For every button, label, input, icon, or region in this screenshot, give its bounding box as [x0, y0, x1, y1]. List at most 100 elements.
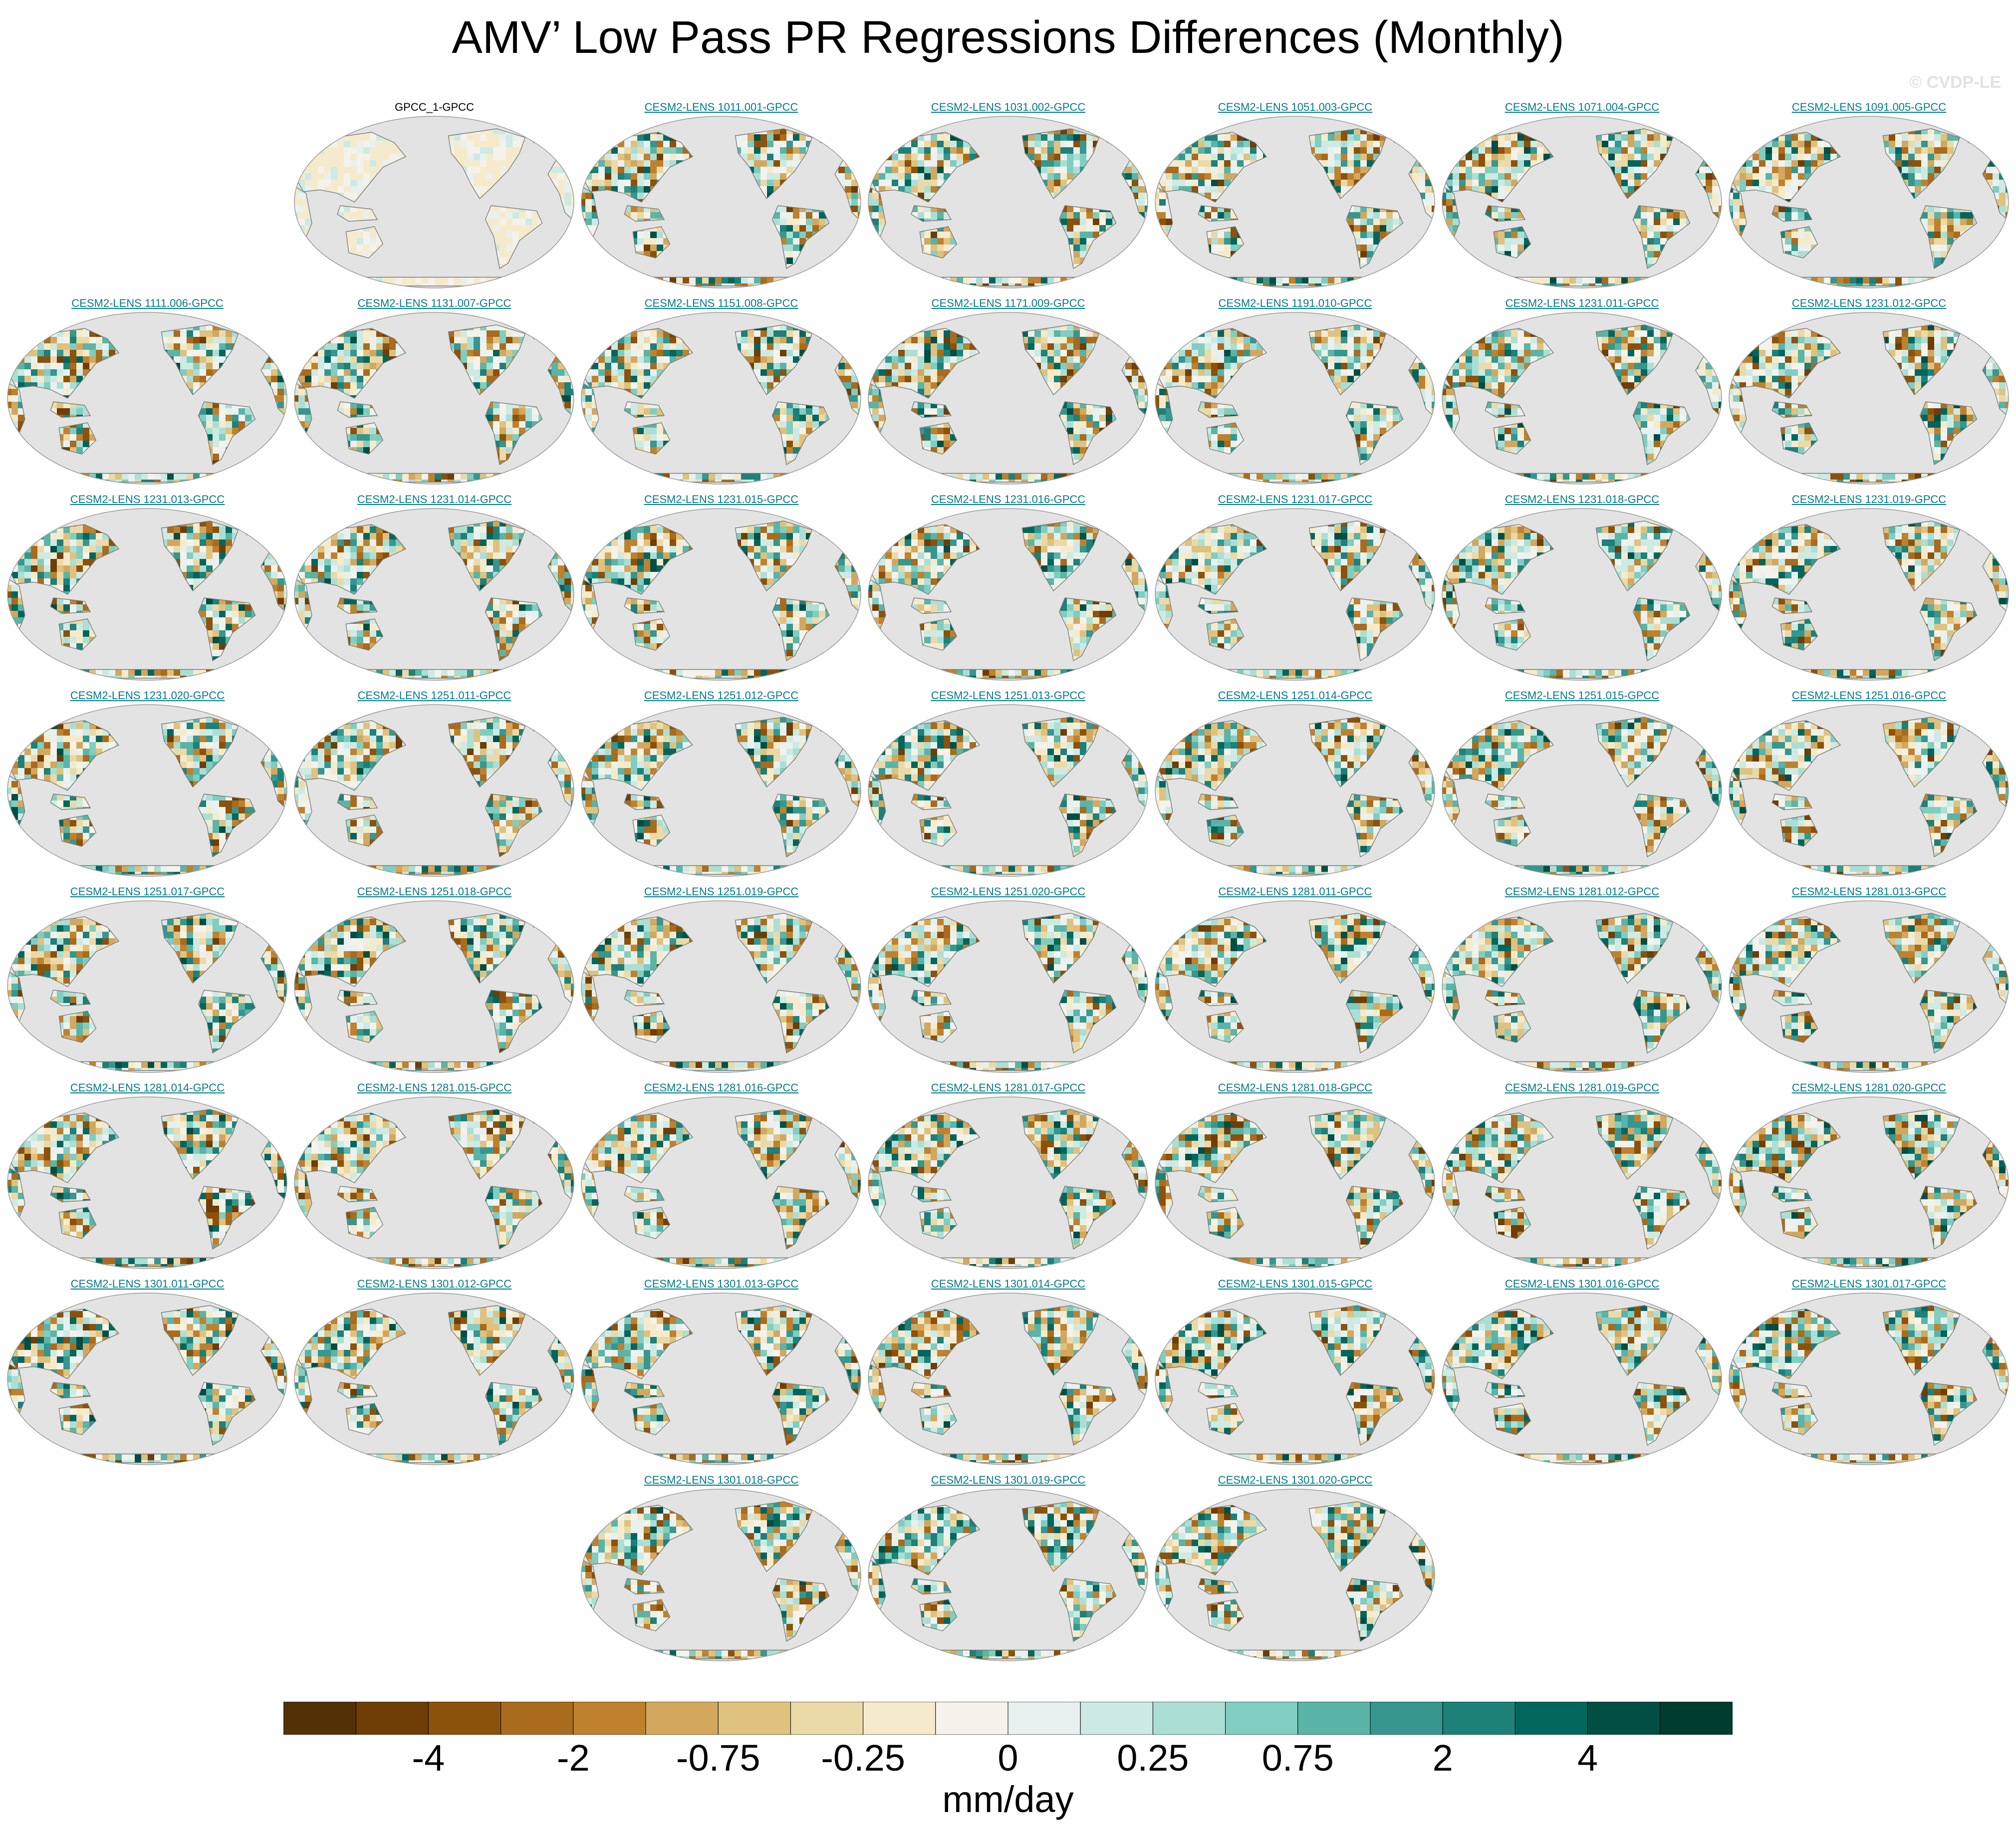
map-panel: CESM2-LENS 1231.019-GPCC — [1726, 492, 2013, 682]
map-panel: CESM2-LENS 1281.017-GPCC — [865, 1080, 1152, 1270]
panel-label: CESM2-LENS 1071.004-GPCC — [1439, 100, 1726, 115]
map-panel-20 — [5, 703, 289, 878]
colorbar-tick-label: 0.75 — [1262, 1736, 1334, 1781]
map-panel-3 — [1153, 115, 1437, 289]
panel-label: CESM2-LENS 1031.002-GPCC — [865, 100, 1152, 115]
colorbar-swatch — [1660, 1702, 1733, 1735]
map-panel: CESM2-LENS 1251.012-GPCC — [578, 688, 865, 878]
map-panel: CESM2-LENS 1231.018-GPCC — [1439, 492, 1726, 682]
map-panel-48 — [579, 1488, 863, 1662]
panel-label: CESM2-LENS 1301.014-GPCC — [865, 1277, 1152, 1292]
panel-label: CESM2-LENS 1281.015-GPCC — [291, 1080, 578, 1095]
map-panel: CESM2-LENS 1301.014-GPCC — [865, 1277, 1152, 1466]
map-panel: CESM2-LENS 1251.020-GPCC — [865, 884, 1152, 1074]
panel-label: CESM2-LENS 1301.015-GPCC — [1152, 1277, 1439, 1292]
panel-label: CESM2-LENS 1231.012-GPCC — [1726, 296, 2013, 311]
map-panel: CESM2-LENS 1251.014-GPCC — [1152, 688, 1439, 878]
ocean-background — [5, 703, 289, 878]
panel-label: CESM2-LENS 1251.011-GPCC — [291, 688, 578, 703]
colorbar-swatch — [501, 1702, 573, 1735]
map-panel: CESM2-LENS 1231.011-GPCC — [1439, 296, 1726, 486]
colorbar-swatch — [863, 1702, 936, 1735]
map-panel-10 — [1153, 311, 1437, 486]
map-panel: CESM2-LENS 1281.018-GPCC — [1152, 1080, 1439, 1270]
map-panel-46 — [1440, 1292, 1724, 1466]
map-panel-12 — [1727, 311, 2011, 486]
map-panel: CESM2-LENS 1231.014-GPCC — [291, 492, 578, 682]
map-panel: CESM2-LENS 1191.010-GPCC — [1152, 296, 1439, 486]
map-panel-41 — [5, 1292, 289, 1466]
map-panel: CESM2-LENS 1051.003-GPCC — [1152, 100, 1439, 289]
map-panel-45 — [1153, 1292, 1437, 1466]
map-panel: CESM2-LENS 1301.017-GPCC — [1726, 1277, 2013, 1466]
ocean-background — [579, 703, 863, 878]
panel-label: CESM2-LENS 1281.011-GPCC — [1152, 884, 1439, 899]
ocean-background — [1153, 899, 1437, 1074]
panel-label: CESM2-LENS 1281.014-GPCC — [4, 1080, 291, 1095]
watermark: © CVDP-LE — [1909, 70, 2001, 95]
map-panel-44 — [866, 1292, 1150, 1466]
ocean-background — [1153, 311, 1437, 486]
panel-label: CESM2-LENS 1281.016-GPCC — [578, 1080, 865, 1095]
map-panel: CESM2-LENS 1231.015-GPCC — [578, 492, 865, 682]
map-panel: CESM2-LENS 1031.002-GPCC — [865, 100, 1152, 289]
panel-label: CESM2-LENS 1231.016-GPCC — [865, 492, 1152, 507]
colorbar-swatch — [356, 1702, 428, 1735]
colorbar-tick-label: -0.75 — [676, 1736, 760, 1781]
panel-label: CESM2-LENS 1301.011-GPCC — [4, 1277, 291, 1292]
panel-label: CESM2-LENS 1251.014-GPCC — [1152, 688, 1439, 703]
map-panel: CESM2-LENS 1251.018-GPCC — [291, 884, 578, 1074]
colorbar-swatch — [718, 1702, 790, 1735]
map-panel-30 — [866, 899, 1150, 1074]
ocean-background — [1440, 703, 1724, 878]
panel-label: CESM2-LENS 1011.001-GPCC — [578, 100, 865, 115]
map-panel-1 — [579, 115, 863, 289]
colorbar-tick-label: 4 — [1577, 1736, 1598, 1781]
map-panel-14 — [292, 507, 576, 682]
panel-label: CESM2-LENS 1281.020-GPCC — [1726, 1080, 2013, 1095]
map-panel-34 — [5, 1095, 289, 1270]
ocean-background — [1727, 311, 2011, 486]
map-panel-2 — [866, 115, 1150, 289]
colorbar-swatch — [790, 1702, 863, 1735]
ocean-background — [5, 1292, 289, 1466]
map-panel-21 — [292, 703, 576, 878]
ocean-background — [1440, 899, 1724, 1074]
map-panel: CESM2-LENS 1301.013-GPCC — [578, 1277, 865, 1466]
map-panel-17 — [1153, 507, 1437, 682]
panel-label: CESM2-LENS 1301.012-GPCC — [291, 1277, 578, 1292]
colorbar-swatch — [1443, 1702, 1515, 1735]
map-panel-36 — [579, 1095, 863, 1270]
ocean-background — [292, 115, 576, 289]
ocean-background — [1440, 1095, 1724, 1270]
map-panel-23 — [866, 703, 1150, 878]
map-panel-27 — [5, 899, 289, 1074]
panel-label: CESM2-LENS 1111.006-GPCC — [4, 296, 291, 311]
map-panel: CESM2-LENS 1151.008-GPCC — [578, 296, 865, 486]
map-panel: CESM2-LENS 1251.011-GPCC — [291, 688, 578, 878]
map-panel: CESM2-LENS 1301.015-GPCC — [1152, 1277, 1439, 1466]
ocean-background — [1440, 115, 1724, 289]
colorbar-tick-label: -4 — [412, 1736, 445, 1781]
ocean-background — [579, 311, 863, 486]
panel-label: CESM2-LENS 1051.003-GPCC — [1152, 100, 1439, 115]
colorbar-swatch — [573, 1702, 646, 1735]
ocean-background — [1727, 899, 2011, 1074]
panel-label: CESM2-LENS 1301.019-GPCC — [865, 1473, 1152, 1488]
map-panel-7 — [292, 311, 576, 486]
colorbar-swatch — [283, 1702, 356, 1735]
colorbar-units: mm/day — [0, 1775, 2016, 1825]
map-panel-16 — [866, 507, 1150, 682]
panel-label: CESM2-LENS 1301.016-GPCC — [1439, 1277, 1726, 1292]
panel-label: CESM2-LENS 1231.011-GPCC — [1439, 296, 1726, 311]
panel-label: CESM2-LENS 1231.018-GPCC — [1439, 492, 1726, 507]
map-panel-4 — [1440, 115, 1724, 289]
map-panel: CESM2-LENS 1091.005-GPCC — [1726, 100, 2013, 289]
ocean-background — [1153, 703, 1437, 878]
ocean-background — [5, 899, 289, 1074]
ocean-background — [292, 703, 576, 878]
map-panel-33 — [1727, 899, 2011, 1074]
ocean-background — [866, 115, 1150, 289]
ocean-background — [579, 507, 863, 682]
